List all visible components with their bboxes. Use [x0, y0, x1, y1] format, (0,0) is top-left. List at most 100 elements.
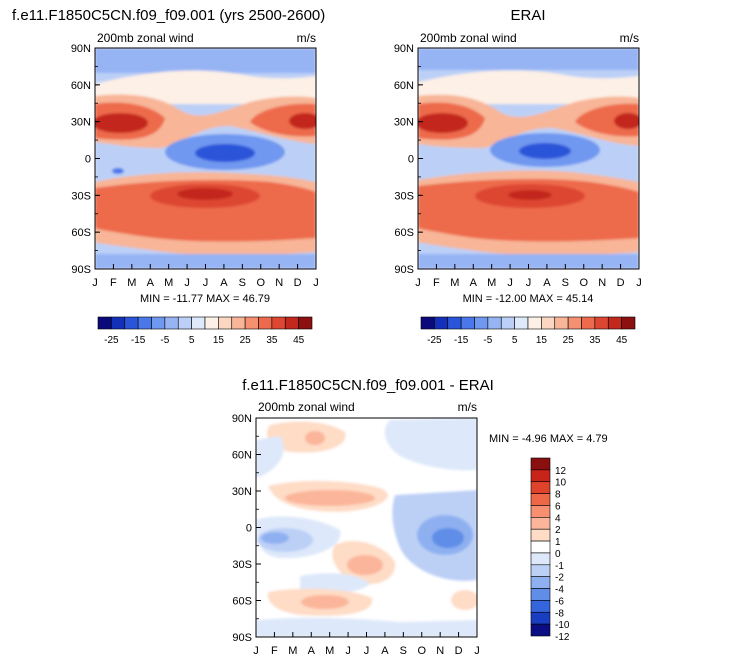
colorbar-swatch — [420, 316, 435, 330]
south-jet-core — [508, 190, 552, 200]
colorbar-swatch — [191, 316, 206, 330]
colorbar-swatch — [607, 316, 622, 330]
blob-blue-equator-right-core — [432, 528, 464, 548]
colorbar-label: 35 — [589, 335, 601, 346]
y-axis-difference: 90N 60N 30N 0 30S 60S 90S — [232, 413, 261, 644]
colorbar-swatch — [284, 316, 299, 330]
colorbar-swatch — [500, 316, 515, 330]
colorbar-label: -10 — [555, 620, 570, 631]
colorbar-swatch — [447, 316, 462, 330]
x-tick-label: N — [436, 645, 444, 657]
x-tick-label: O — [417, 645, 426, 657]
y-tick-label: 30S — [232, 559, 252, 571]
colorbar-swatch — [218, 316, 233, 330]
stats-model: MIN = -11.77 MAX = 46.79 — [140, 293, 270, 305]
colorbar-label: -2 — [555, 573, 564, 584]
x-tick-label: M — [450, 277, 459, 289]
colorbar-label: 45 — [293, 335, 305, 346]
x-tick-label: A — [470, 277, 478, 289]
colorbar-label: 10 — [555, 478, 567, 489]
y-tick-label: 0 — [246, 523, 252, 535]
colorbar-swatch — [434, 316, 449, 330]
y-tick-label: 30S — [71, 190, 91, 202]
colorbar-label: 5 — [189, 335, 195, 346]
colorbar-swatch — [594, 316, 609, 330]
y-tick-label: 90S — [394, 264, 414, 276]
band-polar-north — [418, 48, 639, 70]
colorbar-label: -5 — [160, 335, 169, 346]
left-label-erai: 200mb zonal wind — [420, 31, 517, 45]
x-tick-label: J — [474, 645, 480, 657]
colorbar-swatch — [530, 564, 551, 577]
north-jet-core-right — [289, 113, 316, 129]
y-tick-label: 30N — [232, 486, 252, 498]
y-tick-label: 90S — [232, 632, 252, 644]
x-tick-label: J — [313, 277, 319, 289]
units-erai: m/s — [620, 31, 639, 45]
colorbar-label: 25 — [240, 335, 252, 346]
colorbar-swatch — [530, 517, 551, 530]
colorbar-swatch — [204, 316, 219, 330]
y-tick-label: 0 — [408, 154, 414, 166]
left-label-difference: 200mb zonal wind — [258, 400, 355, 414]
colorbar-swatch — [530, 600, 551, 613]
colorbar-swatch — [298, 316, 313, 330]
colorbar-label: 12 — [555, 466, 567, 477]
x-tick-label: J — [203, 277, 209, 289]
colorbar-label: 4 — [555, 513, 561, 524]
x-tick-label: D — [455, 645, 463, 657]
panel-title-erai: ERAI — [510, 7, 545, 24]
x-tick-label: D — [294, 277, 302, 289]
colorbar-swatch — [581, 316, 596, 330]
panel-difference: f.e11.F1850C5CN.f09_f09.001 - ERAI — [232, 377, 608, 657]
colorbar-swatch — [567, 316, 582, 330]
y-tick-label: 60N — [71, 80, 91, 92]
colorbar-swatch — [124, 316, 139, 330]
colorbar-label: -4 — [555, 585, 564, 596]
colorbar-label: 25 — [563, 335, 575, 346]
contour-field-erai — [418, 48, 639, 269]
colorbar-label: 15 — [213, 335, 225, 346]
colorbar-swatch — [487, 316, 502, 330]
colorbar-swatch — [231, 316, 246, 330]
blob-light-blue-north-right — [384, 418, 477, 471]
colorbar-swatch — [460, 316, 475, 330]
x-tick-label: F — [433, 277, 440, 289]
x-tick-label: J — [507, 277, 513, 289]
x-tick-label: J — [415, 277, 421, 289]
x-tick-label: M — [127, 277, 136, 289]
x-tick-label: J — [526, 277, 532, 289]
colorbar-label: -1 — [555, 561, 564, 572]
y-axis-model: 90N 60N 30N 0 30S 60S 90S — [71, 43, 100, 276]
panel-model: f.e11.F1850C5CN.f09_f09.001 (yrs 2500-26… — [12, 7, 325, 346]
x-tick-label: A — [543, 277, 551, 289]
y-tick-label: 60S — [71, 227, 91, 239]
colorbar-label: -15 — [454, 335, 469, 346]
x-tick-label: F — [110, 277, 117, 289]
colorbar-swatch — [530, 540, 551, 554]
colorbar-label: -25 — [104, 335, 119, 346]
x-tick-label: J — [636, 277, 642, 289]
colorbar-swatch — [530, 588, 551, 601]
x-tick-label: A — [381, 645, 389, 657]
left-label-model: 200mb zonal wind — [97, 31, 194, 45]
band-north-jet-mid — [95, 102, 316, 140]
contour-field-model — [95, 48, 316, 269]
blob-red-20s — [347, 555, 383, 575]
x-tick-label: M — [164, 277, 173, 289]
colorbar-swatch — [97, 316, 112, 330]
panel-title-model: f.e11.F1850C5CN.f09_f09.001 (yrs 2500-26… — [12, 7, 325, 24]
y-tick-label: 90S — [71, 264, 91, 276]
colorbar-swatch — [530, 611, 551, 625]
colorbar-label: 0 — [555, 549, 561, 560]
y-tick-label: 90N — [71, 43, 91, 55]
x-tick-label: A — [147, 277, 155, 289]
colorbar-label: -25 — [427, 335, 442, 346]
blob-red-60s — [301, 595, 349, 609]
y-tick-label: 60N — [232, 450, 252, 462]
contour-field-difference — [256, 418, 477, 637]
colorbar-label: 2 — [555, 525, 561, 536]
band-north-jet-mid — [418, 102, 639, 140]
